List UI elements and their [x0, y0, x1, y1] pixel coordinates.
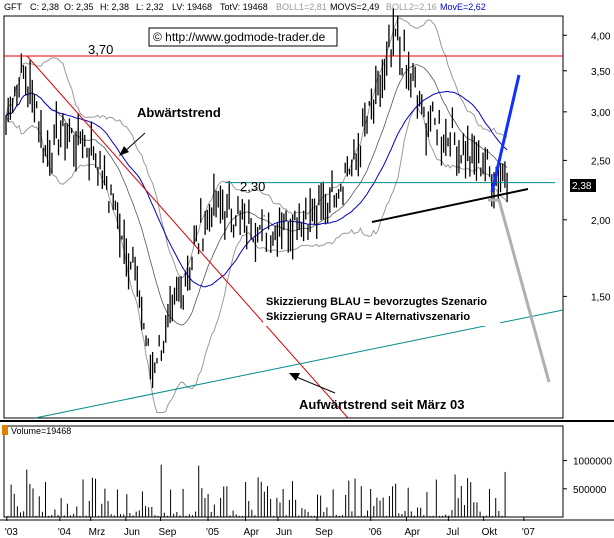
time-tick-label: '04: [58, 527, 71, 538]
header-open: O: 2,35: [64, 2, 94, 12]
price-tick-label: 1,50: [591, 292, 611, 303]
time-tick-label: Okt: [482, 527, 498, 538]
price-tick-label: 2,50: [591, 156, 611, 167]
header-low: L: 2,32: [136, 2, 164, 12]
price-tick-label: 4,00: [591, 31, 611, 42]
volume-tick-label: 1000000: [573, 457, 612, 468]
header-high: H: 2,38: [100, 2, 129, 12]
grey-scenario-line: [488, 198, 551, 383]
time-tick-label: Apr: [404, 527, 420, 538]
last-price-tag: [570, 179, 596, 192]
chart-frame: [0, 15, 614, 521]
downtrend-arrowhead: [119, 146, 129, 156]
level-label-370: 3,70: [88, 42, 113, 57]
time-axis: '03 '04 Mrz Jun Sep '05 Apr Jun Sep '06 Apr Jul Okt '…: [5, 517, 535, 538]
legend-blue-text: Skizzierung BLAU = bevorzugtes Szenario: [266, 296, 487, 308]
move-line: [5, 90, 508, 288]
uptrend-line: [34, 309, 564, 419]
price-tick-label: 3,50: [591, 67, 611, 78]
time-tick-label: Jun: [276, 527, 292, 538]
time-tick-label: Jun: [124, 527, 140, 538]
copyright-box: [148, 27, 338, 47]
volume-panel: 1000000 500000: [7, 457, 612, 517]
time-tick-label: Jul: [446, 527, 459, 538]
downtrend-label: Abwärtstrend: [137, 105, 221, 120]
time-tick-label: '06: [369, 527, 382, 538]
header-lastvol: LV: 19468: [172, 2, 212, 12]
support-line: [371, 188, 529, 223]
level-label-230: 2,30: [240, 179, 265, 194]
movs-line: [5, 64, 508, 326]
time-tick-label: '05: [206, 527, 219, 538]
copyright-text: © http://www.godmode-trader.de: [153, 30, 326, 44]
header-close: C: 2,38: [30, 2, 59, 12]
header-boll2: BOLL2=2,16: [386, 2, 437, 12]
volume-label: Volume=19468: [11, 426, 71, 436]
volume-swatch: [2, 425, 8, 435]
time-tick-label: Sep: [315, 527, 333, 538]
header-totvol: TotV: 19468: [220, 2, 268, 12]
downtrend-line: [26, 55, 349, 419]
time-tick-label: '03: [5, 527, 18, 538]
header-movs: MOVS=2,49: [330, 2, 379, 12]
header-symbol: GFT: [4, 2, 22, 12]
price-bars: [5, 8, 508, 388]
legend-grey-text: Skizzierung GRAU = Alternativszenario: [266, 311, 470, 323]
uptrend-arrowhead: [289, 373, 300, 381]
last-price-value: 2,38: [572, 181, 592, 192]
uptrend-label: Aufwärtstrend seit März 03: [299, 397, 464, 412]
bollinger-upper: [5, 17, 508, 279]
blue-scenario-line: [490, 74, 521, 193]
downtrend-arrow: [123, 132, 146, 153]
time-tick-label: Sep: [159, 527, 177, 538]
price-panel-border: [3, 15, 564, 419]
header-move: MovE=2,62: [440, 2, 486, 12]
bollinger-lower: [5, 106, 508, 413]
volume-tick-label: 500000: [573, 485, 607, 496]
time-tick-label: Mrz: [89, 527, 106, 538]
legend-box: [263, 293, 500, 326]
header-boll1: BOLL1=2,81: [276, 2, 327, 12]
uptrend-arrow: [293, 375, 336, 394]
moving-averages: [5, 64, 508, 326]
price-axis: 4,00 3,50 3,00 2,50 2,00 1,50: [563, 31, 611, 303]
price-tick-label: 3,00: [591, 108, 611, 119]
time-tick-label: '07: [522, 527, 535, 538]
price-tick-label: 2,00: [591, 216, 611, 227]
time-tick-label: Apr: [243, 527, 259, 538]
trend-lines: [4, 55, 564, 419]
